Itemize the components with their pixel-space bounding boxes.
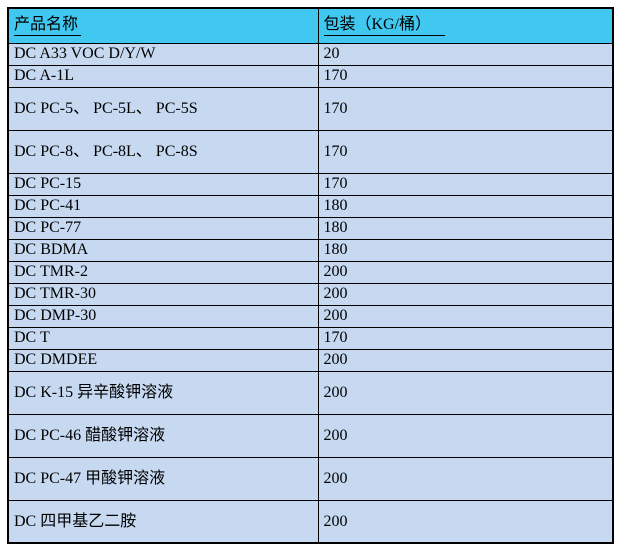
column-header-product-name-label: 产品名称	[14, 15, 82, 37]
product-name-cell: DC PC-77	[7, 216, 319, 240]
packing-cell: 170	[317, 326, 614, 350]
packing-cell: 170	[317, 64, 614, 88]
packing-cell: 200	[317, 260, 614, 284]
table-row: DC PC-8、 PC-8L、 PC-8S 170	[7, 129, 614, 174]
table-row: DC PC-77 180	[7, 216, 614, 240]
table-row: DC BDMA 180	[7, 238, 614, 262]
product-name-cell: DC PC-8、 PC-8L、 PC-8S	[7, 129, 319, 174]
product-name-cell: DC TMR-30	[7, 282, 319, 306]
packing-cell: 200	[317, 413, 614, 458]
product-name-cell: DC PC-46 醋酸钾溶液	[7, 413, 319, 458]
product-name-cell: DC K-15 异辛酸钾溶液	[7, 370, 319, 415]
table-row: DC PC-5、 PC-5L、 PC-5S 170	[7, 86, 614, 131]
packing-cell: 200	[317, 348, 614, 372]
table-row: DC TMR-30 200	[7, 282, 614, 306]
packing-cell: 170	[317, 129, 614, 174]
packing-cell: 180	[317, 194, 614, 218]
product-name-cell: DC PC-47 甲酸钾溶液	[7, 456, 319, 501]
table-row: DC T 170	[7, 326, 614, 350]
packing-cell: 200	[317, 282, 614, 306]
column-header-packing: 包装（KG/桶）	[317, 7, 614, 44]
table-row: DC 四甲基乙二胺 200	[7, 499, 614, 544]
packing-cell: 170	[317, 172, 614, 196]
table-row: DC PC-47 甲酸钾溶液 200	[7, 456, 614, 501]
table-body: DC A33 VOC D/Y/W 20 DC A-1L 170 DC PC-5、…	[7, 42, 614, 544]
product-name-cell: DC A33 VOC D/Y/W	[7, 42, 319, 66]
table-row: DC A33 VOC D/Y/W 20	[7, 42, 614, 66]
table-row: DC DMP-30 200	[7, 304, 614, 328]
header-row: 产品名称 包装（KG/桶）	[7, 7, 614, 44]
product-name-cell: DC BDMA	[7, 238, 319, 262]
product-name-cell: DC T	[7, 326, 319, 350]
product-packaging-table: 产品名称 包装（KG/桶） DC A33 VOC D/Y/W 20 DC A-1…	[7, 7, 614, 544]
table-row: DC DMDEE 200	[7, 348, 614, 372]
packing-cell: 200	[317, 456, 614, 501]
packing-cell: 180	[317, 216, 614, 240]
column-header-product-name: 产品名称	[7, 7, 319, 44]
table-header: 产品名称 包装（KG/桶）	[7, 7, 614, 44]
product-name-cell: DC DMP-30	[7, 304, 319, 328]
table-row: DC A-1L 170	[7, 64, 614, 88]
table-row: DC PC-15 170	[7, 172, 614, 196]
product-name-cell: DC DMDEE	[7, 348, 319, 372]
product-name-cell: DC PC-15	[7, 172, 319, 196]
packing-cell: 200	[317, 304, 614, 328]
packing-cell: 200	[317, 499, 614, 544]
product-name-cell: DC PC-5、 PC-5L、 PC-5S	[7, 86, 319, 131]
packing-cell: 20	[317, 42, 614, 66]
packing-cell: 170	[317, 86, 614, 131]
product-name-cell: DC A-1L	[7, 64, 319, 88]
table-row: DC PC-41 180	[7, 194, 614, 218]
table-row: DC TMR-2 200	[7, 260, 614, 284]
packing-cell: 200	[317, 370, 614, 415]
table-row: DC PC-46 醋酸钾溶液 200	[7, 413, 614, 458]
product-name-cell: DC 四甲基乙二胺	[7, 499, 319, 544]
product-name-cell: DC TMR-2	[7, 260, 319, 284]
table-row: DC K-15 异辛酸钾溶液 200	[7, 370, 614, 415]
column-header-packing-label: 包装（KG/桶）	[323, 15, 446, 37]
product-name-cell: DC PC-41	[7, 194, 319, 218]
packing-cell: 180	[317, 238, 614, 262]
